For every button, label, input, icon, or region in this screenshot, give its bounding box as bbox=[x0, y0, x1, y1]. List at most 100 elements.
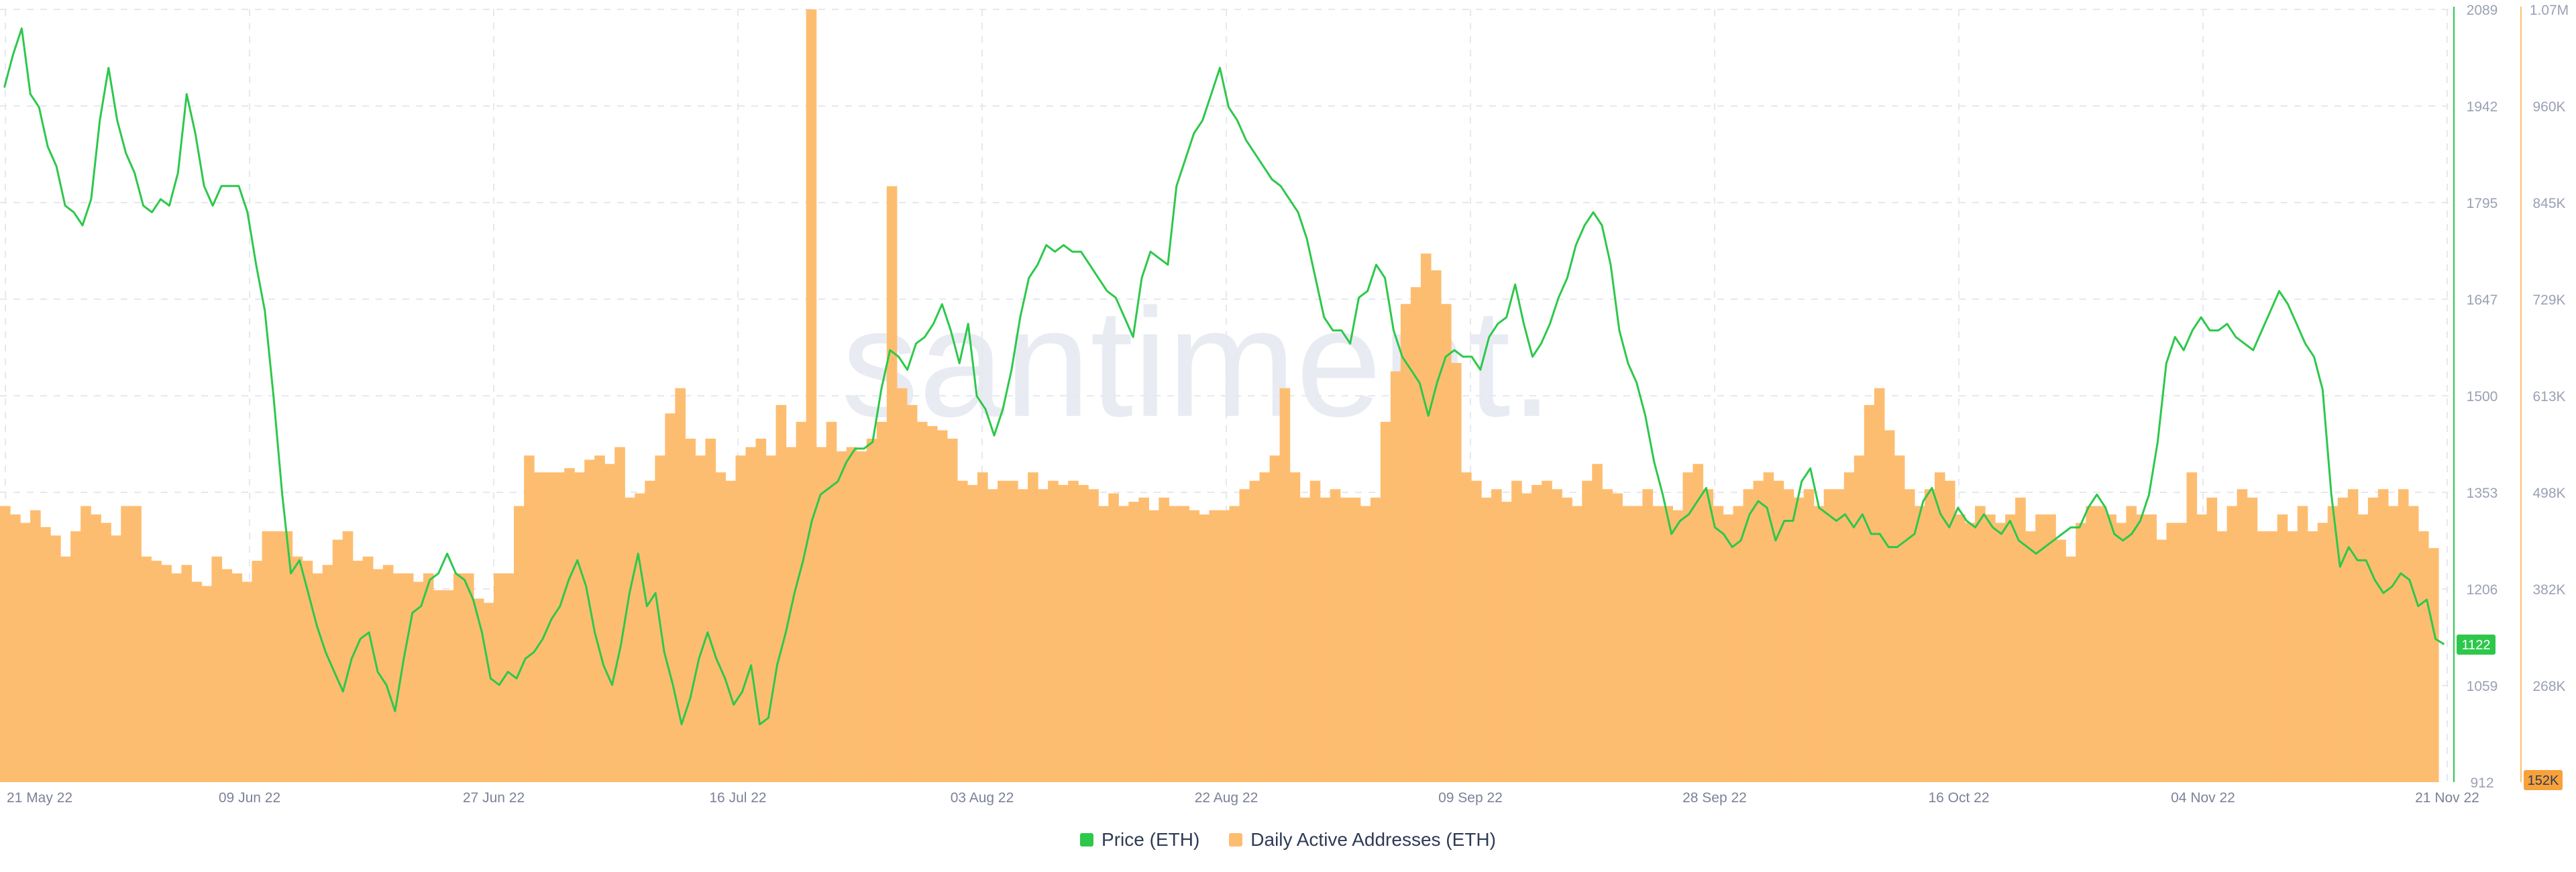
daa-bar bbox=[645, 480, 655, 782]
daa-bar bbox=[836, 451, 847, 782]
daa-bar bbox=[2045, 514, 2056, 782]
daa-bar bbox=[775, 404, 787, 782]
daa-bar bbox=[998, 480, 1008, 782]
daa-bar bbox=[745, 447, 757, 782]
daa-bar bbox=[1450, 363, 1462, 782]
daa-bar bbox=[1542, 480, 1552, 782]
daa-bar bbox=[957, 480, 968, 782]
daa-bar bbox=[1884, 430, 1895, 782]
daa-bar bbox=[2156, 539, 2167, 782]
daa-bar bbox=[967, 485, 978, 782]
daa-bar bbox=[494, 573, 504, 782]
daa-bar bbox=[392, 573, 404, 782]
daa-bar bbox=[453, 573, 464, 782]
daa-bar bbox=[1552, 489, 1562, 782]
daa-bar bbox=[1975, 506, 1986, 782]
daa-bar bbox=[1138, 497, 1149, 782]
daa-bar bbox=[2035, 514, 2046, 782]
daa-bar bbox=[423, 573, 434, 782]
x-tick-label: 09 Jun 22 bbox=[219, 790, 280, 806]
daa-bar bbox=[1038, 489, 1049, 782]
daa-bar bbox=[302, 560, 313, 782]
daa-bar bbox=[1058, 485, 1069, 782]
daa-bar bbox=[554, 472, 565, 782]
daa-bar bbox=[1299, 497, 1311, 782]
daa-bar bbox=[826, 421, 837, 782]
daa-bar bbox=[1169, 506, 1180, 782]
daa-bar bbox=[433, 590, 444, 782]
x-tick-label: 16 Oct 22 bbox=[1928, 790, 1989, 806]
daa-bar bbox=[2226, 506, 2238, 782]
daa-bar bbox=[413, 582, 424, 782]
daa-bar bbox=[2277, 514, 2288, 782]
daa-bar bbox=[2216, 531, 2228, 782]
daa-bar bbox=[926, 426, 938, 782]
daa-bar bbox=[514, 506, 525, 782]
daa-bar bbox=[2126, 506, 2137, 782]
daa-bar bbox=[2086, 506, 2096, 782]
daa-bar bbox=[625, 497, 635, 782]
daa-bar bbox=[1562, 497, 1572, 782]
daa-bar bbox=[2116, 523, 2127, 782]
daa-bar bbox=[2065, 556, 2076, 782]
daa-bar bbox=[1239, 489, 1250, 782]
x-tick-label: 16 Jul 22 bbox=[709, 790, 766, 806]
daa-bar bbox=[1532, 485, 1542, 782]
daa-badge: 152K bbox=[2524, 770, 2563, 790]
daa-bar bbox=[2398, 489, 2409, 782]
daa-bar bbox=[312, 573, 323, 782]
daa-bar bbox=[2408, 506, 2419, 782]
daa-bar bbox=[1118, 506, 1129, 782]
daa-bar bbox=[2347, 489, 2359, 782]
daa-bar bbox=[2367, 497, 2379, 782]
daa-bar bbox=[665, 413, 676, 782]
daa-badge-value: 152K bbox=[2528, 773, 2559, 788]
daa-bar bbox=[695, 455, 706, 782]
daa-bar bbox=[1098, 506, 1109, 782]
daa-bar bbox=[1713, 506, 1724, 782]
daa-bar bbox=[1330, 489, 1341, 782]
x-axis-ticks: 21 May 22 09 Jun 22 27 Jun 22 16 Jul 22 03 A… bbox=[7, 790, 2479, 806]
daa-bar bbox=[1874, 388, 1885, 782]
daa-bar bbox=[151, 560, 162, 782]
daa-tick-label: 382K bbox=[2532, 582, 2565, 598]
daa-bar bbox=[1249, 480, 1260, 782]
daa-bar bbox=[2387, 506, 2399, 782]
legend-swatch-price bbox=[1080, 833, 1094, 847]
daa-bar bbox=[101, 523, 111, 782]
legend-label-daa: Daily Active Addresses (ETH) bbox=[1250, 829, 1496, 850]
x-tick-label: 04 Nov 22 bbox=[2171, 790, 2235, 806]
daa-bar bbox=[1592, 464, 1603, 782]
daa-bar bbox=[1642, 489, 1653, 782]
daa-bar bbox=[574, 472, 585, 782]
daa-bar bbox=[685, 439, 696, 782]
daa-bar bbox=[1148, 510, 1159, 782]
daa-bar bbox=[1652, 506, 1663, 782]
daa-bar bbox=[1028, 472, 1038, 782]
daa-bar bbox=[1420, 253, 1432, 782]
daa-bar bbox=[483, 602, 494, 782]
daa-bar bbox=[564, 468, 575, 782]
daa-bar bbox=[846, 447, 857, 782]
daa-bar bbox=[2106, 514, 2116, 782]
daa-bar bbox=[2146, 514, 2157, 782]
daa-bar bbox=[2428, 548, 2439, 782]
daa-bar bbox=[1289, 472, 1301, 782]
daa-bar bbox=[1199, 514, 1210, 782]
daa-bar bbox=[2337, 497, 2349, 782]
daa-bar bbox=[201, 586, 213, 782]
daa-bar bbox=[2176, 523, 2188, 782]
daa-bar bbox=[534, 472, 545, 782]
daa-bar bbox=[1803, 489, 1815, 782]
daa-bar bbox=[221, 569, 233, 782]
x-tick-label: 27 Jun 22 bbox=[463, 790, 525, 806]
legend-item-price[interactable]: Price (ETH) bbox=[1080, 829, 1199, 851]
daa-bar bbox=[60, 556, 71, 782]
price-line bbox=[3, 27, 2445, 726]
price-badge-value: 1122 bbox=[2461, 638, 2490, 653]
daa-bar bbox=[382, 565, 394, 782]
legend-item-daa[interactable]: Daily Active Addresses (ETH) bbox=[1229, 829, 1496, 851]
daa-bar bbox=[2418, 531, 2429, 782]
daa-bar bbox=[1491, 489, 1502, 782]
daa-bar bbox=[1128, 502, 1139, 782]
